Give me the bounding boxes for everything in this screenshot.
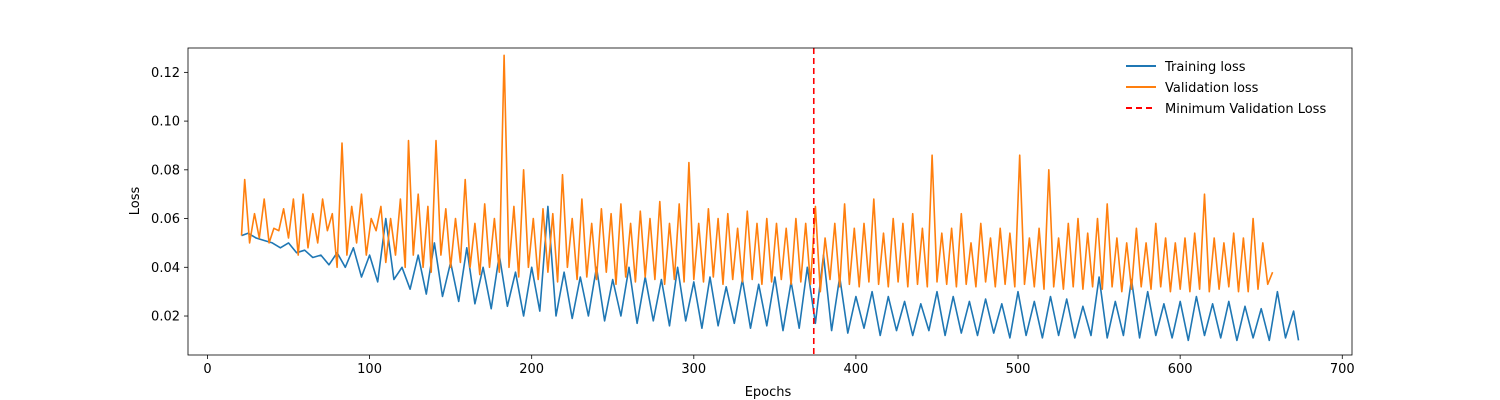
legend-label-min-val: Minimum Validation Loss — [1165, 102, 1326, 117]
y-tick-label: 0.10 — [151, 115, 180, 130]
y-tick-label: 0.04 — [151, 261, 180, 276]
legend: Training loss Validation loss Minimum Va… — [1126, 60, 1326, 117]
series-line-validation-loss — [240, 54, 1274, 293]
y-tick-label: 0.12 — [151, 66, 180, 81]
x-tick-label: 200 — [519, 362, 544, 377]
y-tick-label: 0.02 — [151, 310, 180, 325]
x-axis-ticks: 0 100 200 300 400 500 600 700 — [203, 355, 1355, 377]
plot-frame — [187, 47, 1353, 356]
x-tick-label: 600 — [1168, 362, 1193, 377]
x-tick-label: 100 — [357, 362, 382, 377]
y-axis-label: Loss — [128, 187, 143, 216]
series-line-training-loss — [241, 205, 1300, 342]
series-layer — [240, 48, 1300, 355]
x-axis-label: Epochs — [745, 385, 792, 400]
x-tick-label: 700 — [1330, 362, 1355, 377]
y-tick-label: 0.08 — [151, 163, 180, 178]
legend-label-validation: Validation loss — [1165, 81, 1259, 96]
legend-label-training: Training loss — [1164, 60, 1246, 75]
x-tick-label: 300 — [681, 362, 706, 377]
x-tick-label: 0 — [203, 362, 211, 377]
y-axis-ticks: 0.02 0.04 0.06 0.08 0.10 0.12 — [151, 66, 188, 325]
y-tick-label: 0.06 — [151, 212, 180, 227]
x-tick-label: 400 — [844, 362, 869, 377]
x-tick-label: 500 — [1006, 362, 1031, 377]
